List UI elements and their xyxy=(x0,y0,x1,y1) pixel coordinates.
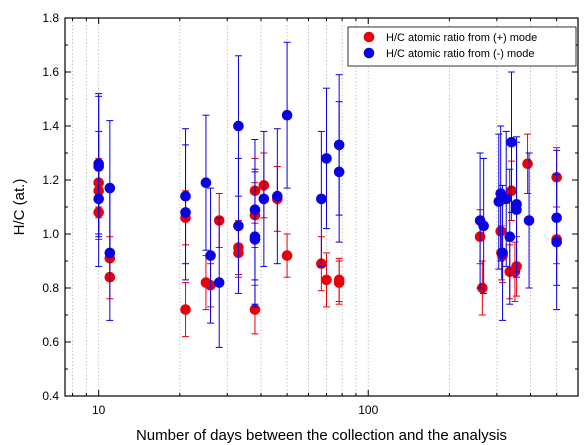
data-point xyxy=(93,193,104,205)
legend-label-minus-mode: H/C atomic ratio from (-) mode xyxy=(386,48,535,60)
legend-box xyxy=(347,26,577,67)
x-tick-label: 100 xyxy=(358,403,378,417)
data-point xyxy=(180,304,191,315)
data-point xyxy=(249,204,261,215)
x-axis-title: Number of days between the collection an… xyxy=(136,427,507,444)
data-point xyxy=(333,139,345,151)
data-point xyxy=(104,182,116,194)
data-point xyxy=(478,220,489,232)
data-point xyxy=(233,120,244,132)
y-tick-label: 0.4 xyxy=(42,389,59,403)
axis-ticks: 10 100 0.4 0.6 0.8 1.0 1.2 1.4 1.6 1.8 xyxy=(42,11,578,417)
grid-lines xyxy=(72,18,558,396)
data-point xyxy=(281,109,293,121)
data-point xyxy=(551,236,562,248)
data-point xyxy=(213,277,225,288)
data-point xyxy=(506,136,517,148)
data-point xyxy=(333,274,345,286)
x-tick-label: 10 xyxy=(92,403,106,417)
data-point xyxy=(500,193,512,205)
y-tick-label: 1.2 xyxy=(42,173,59,187)
data-point xyxy=(333,166,345,178)
data-point xyxy=(258,193,270,205)
data-point xyxy=(497,247,508,259)
series-plus-mode xyxy=(93,133,562,338)
data-point xyxy=(180,207,191,218)
y-axis-title: H/C (at.) xyxy=(11,179,28,236)
data-point xyxy=(504,231,516,242)
y-tick-label: 1.8 xyxy=(42,11,59,25)
series-minus-mode xyxy=(93,41,562,348)
data-point xyxy=(316,193,327,205)
data-point xyxy=(233,220,244,232)
data-point xyxy=(104,247,116,259)
data-point xyxy=(511,204,522,215)
legend-marker-minus-mode xyxy=(363,47,375,59)
data-point xyxy=(200,177,212,188)
data-point xyxy=(522,158,533,170)
y-tick-label: 1.6 xyxy=(42,65,59,79)
data-point xyxy=(321,274,332,286)
data-point xyxy=(205,250,216,261)
y-tick-label: 0.8 xyxy=(42,281,59,295)
data-point xyxy=(272,190,283,202)
series-layer xyxy=(93,41,562,348)
data-point xyxy=(523,215,535,226)
data-point xyxy=(281,250,293,261)
legend-marker-plus-mode xyxy=(363,31,375,43)
y-tick-label: 0.6 xyxy=(42,335,59,349)
y-tick-label: 1.4 xyxy=(42,119,59,133)
data-point xyxy=(180,190,191,202)
data-point xyxy=(249,234,261,245)
data-point xyxy=(93,161,104,172)
data-point xyxy=(321,153,332,164)
data-point xyxy=(551,212,562,224)
legend-label-plus-mode: H/C atomic ratio from (+) mode xyxy=(386,32,537,44)
legend: H/C atomic ratio from (+) mode H/C atomi… xyxy=(347,26,577,67)
y-tick-label: 1.0 xyxy=(42,227,59,241)
